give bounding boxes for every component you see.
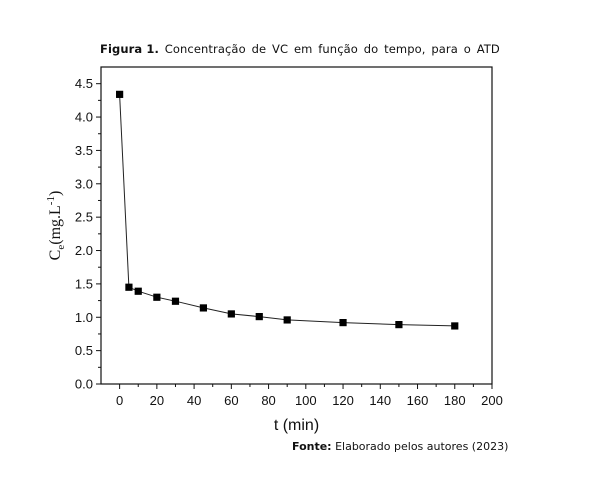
- x-tick-label: 120: [332, 393, 354, 408]
- data-point: [116, 90, 124, 98]
- caption-word: do: [363, 42, 379, 56]
- data-point: [199, 304, 208, 312]
- y-title-sub: e: [55, 245, 67, 250]
- ticks-layer: 0 20 40 60 80 100 120 140 160 180 200 0.0 0.5 1.0 1.5 2…: [75, 76, 503, 408]
- y-title-close: ): [47, 191, 64, 196]
- y-title-base: C: [47, 250, 64, 261]
- caption-word: para: [431, 42, 458, 56]
- source-label: Fonte:: [292, 440, 332, 453]
- y-tick-label: 2.0: [75, 243, 93, 258]
- y-tick-label: 3.0: [75, 176, 93, 191]
- caption-word: tempo,: [384, 42, 426, 56]
- data-point: [339, 319, 347, 327]
- points-layer: [116, 90, 459, 330]
- caption-word: o: [463, 42, 471, 56]
- y-tick-label: 3.5: [75, 143, 93, 158]
- x-tick-label: 0: [116, 393, 123, 408]
- x-tick-label: 40: [187, 393, 201, 408]
- y-tick-label: 0.5: [75, 343, 93, 358]
- x-tick-label: 20: [150, 393, 164, 408]
- caption-label: Figura 1.: [100, 42, 159, 56]
- x-tick-label: 200: [481, 393, 503, 408]
- x-tick-label: 140: [369, 393, 391, 408]
- source-text: Elaborado pelos autores (2023): [335, 440, 509, 453]
- x-tick-label: 180: [444, 393, 466, 408]
- x-tick-label: 100: [295, 393, 317, 408]
- plot-frame: [100, 66, 493, 385]
- data-point: [395, 321, 403, 329]
- caption-word: ATD: [476, 42, 500, 56]
- data-point: [451, 322, 459, 330]
- x-tick-label: 60: [224, 393, 238, 408]
- caption-word: em: [293, 42, 313, 56]
- data-point: [255, 312, 263, 321]
- data-point: [283, 316, 291, 324]
- caption-word: função: [318, 42, 358, 56]
- caption-word: Concentração: [164, 42, 246, 56]
- data-point: [125, 283, 133, 291]
- y-axis-title: Ce(mg.L-1): [45, 191, 67, 261]
- figure-source: Fonte: Elaborado pelos autores (2023): [292, 440, 508, 453]
- y-title-unit: (mg.L: [47, 205, 64, 245]
- y-title-sup: -1: [45, 196, 57, 205]
- caption-word: de: [251, 42, 267, 56]
- y-tick-label: 1.0: [75, 310, 93, 325]
- y-tick-label: 4.0: [75, 110, 93, 125]
- data-point: [153, 293, 161, 301]
- data-point: [134, 287, 142, 295]
- caption-word: VC: [271, 42, 289, 56]
- data-point: [171, 297, 180, 305]
- y-tick-label: 0.0: [75, 377, 93, 392]
- y-tick-label: 4.5: [75, 76, 93, 91]
- figure-caption: Figura 1. Concentração de VC em função d…: [100, 42, 500, 56]
- y-tick-label: 1.5: [75, 276, 93, 291]
- x-tick-label: 160: [407, 393, 429, 408]
- y-tick-label: 2.5: [75, 210, 93, 225]
- x-tick-label: 80: [261, 393, 275, 408]
- x-axis-title: t (min): [274, 417, 319, 434]
- data-point: [227, 310, 235, 318]
- series-line: [119, 94, 455, 327]
